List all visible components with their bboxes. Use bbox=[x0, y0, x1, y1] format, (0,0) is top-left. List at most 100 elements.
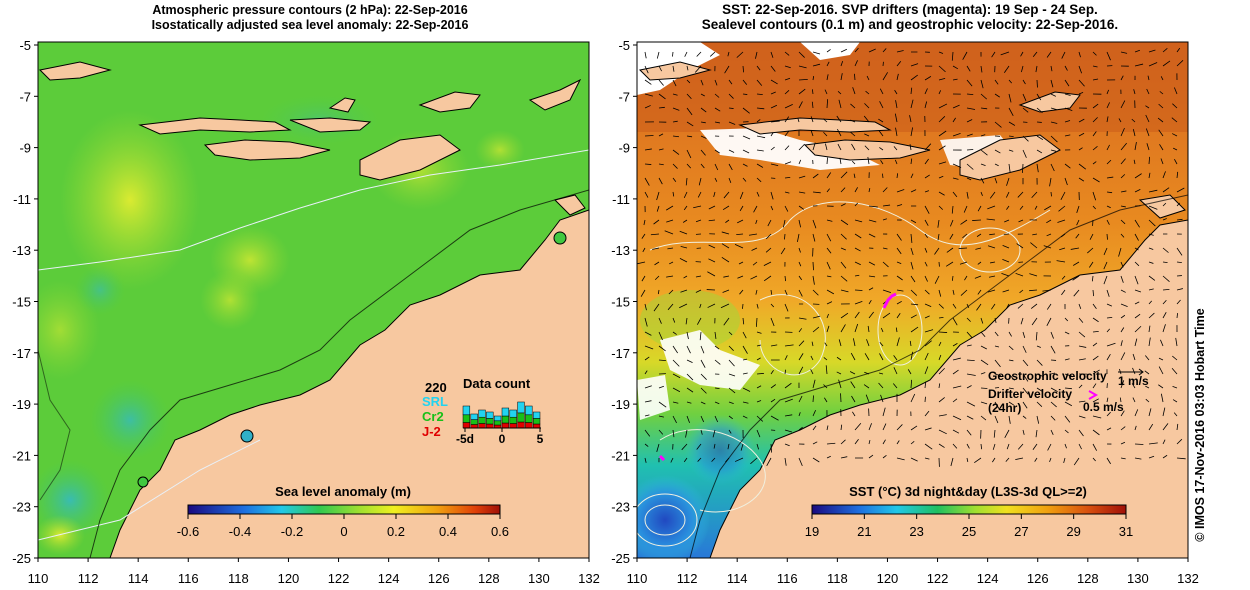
velocity-arrow bbox=[1175, 337, 1178, 347]
velocity-arrow bbox=[952, 104, 960, 109]
velocity-arrow bbox=[1162, 324, 1166, 333]
velocity-arrow bbox=[1146, 88, 1150, 95]
left-y-tick-label: -5 bbox=[19, 38, 31, 53]
velocity-arrow bbox=[1148, 247, 1154, 250]
velocity-arrow bbox=[938, 205, 944, 210]
velocity-arrow bbox=[721, 231, 730, 235]
velocity-arrow bbox=[1176, 299, 1181, 305]
velocity-arrow bbox=[867, 156, 870, 165]
velocity-arrow bbox=[1148, 261, 1154, 264]
velocity-arrow bbox=[840, 456, 848, 459]
velocity-arrow bbox=[1078, 384, 1083, 389]
velocity-arrow bbox=[1078, 51, 1081, 58]
velocity-arrow bbox=[1078, 345, 1087, 348]
velocity-arrow bbox=[840, 73, 843, 81]
velocity-arrow bbox=[854, 422, 862, 431]
velocity-arrow bbox=[812, 326, 820, 333]
right-x-tick-label: 124 bbox=[977, 571, 999, 586]
velocity-arrow bbox=[896, 457, 905, 461]
velocity-arrow bbox=[798, 426, 803, 431]
velocity-arrow bbox=[770, 163, 779, 167]
velocity-arrow bbox=[909, 115, 912, 123]
velocity-arrow bbox=[924, 76, 932, 81]
velocity-arrow bbox=[798, 317, 807, 320]
velocity-arrow bbox=[850, 103, 856, 109]
velocity-arrow bbox=[839, 157, 842, 165]
velocity-arrow bbox=[714, 107, 721, 112]
velocity-arrow bbox=[994, 415, 999, 424]
velocity-arrow bbox=[728, 373, 736, 377]
velocity-arrow bbox=[1134, 275, 1139, 285]
velocity-arrow bbox=[672, 345, 678, 354]
velocity-arrow bbox=[1092, 177, 1100, 183]
velocity-arrow bbox=[977, 261, 982, 265]
velocity-arrow bbox=[784, 65, 791, 69]
velocity-arrow bbox=[1036, 93, 1042, 101]
velocity-arrow bbox=[770, 398, 776, 403]
velocity-arrow bbox=[837, 143, 842, 151]
velocity-arrow bbox=[656, 191, 660, 201]
velocity-arrow bbox=[699, 331, 702, 341]
velocity-arrow bbox=[1120, 233, 1125, 238]
velocity-arrow bbox=[1092, 369, 1100, 375]
velocity-arrow bbox=[1046, 303, 1052, 310]
velocity-arrow bbox=[840, 439, 846, 445]
velocity-arrow bbox=[910, 233, 913, 243]
velocity-arrow bbox=[1134, 261, 1140, 267]
velocity-arrow bbox=[1017, 191, 1024, 198]
velocity-arrow bbox=[1061, 289, 1066, 296]
velocity-arrow bbox=[672, 373, 681, 379]
data-count-series-label: SRL bbox=[422, 394, 448, 409]
velocity-arrow bbox=[672, 120, 678, 123]
velocity-arrow bbox=[1106, 328, 1110, 333]
velocity-arrow bbox=[1132, 353, 1136, 361]
velocity-arrow bbox=[1036, 373, 1043, 377]
velocity-arrow bbox=[952, 443, 958, 449]
velocity-arrow bbox=[994, 93, 1000, 98]
velocity-arrow bbox=[1176, 438, 1183, 445]
velocity-arrow bbox=[924, 329, 934, 333]
velocity-arrow bbox=[826, 188, 830, 193]
velocity-arrow bbox=[770, 289, 773, 295]
velocity-arrow bbox=[994, 163, 999, 167]
velocity-arrow bbox=[670, 457, 674, 463]
sst-colorbar-tick: 31 bbox=[1119, 524, 1133, 539]
velocity-arrow bbox=[1148, 337, 1151, 347]
data-count-bar bbox=[478, 409, 486, 418]
velocity-arrow bbox=[654, 275, 660, 281]
velocity-arrow bbox=[1008, 415, 1011, 424]
velocity-arrow bbox=[924, 88, 928, 95]
velocity-arrow bbox=[854, 261, 861, 266]
velocity-arrow bbox=[1176, 313, 1178, 319]
velocity-arrow bbox=[1119, 397, 1122, 403]
velocity-arrow bbox=[683, 275, 688, 279]
velocity-arrow bbox=[811, 341, 814, 347]
velocity-arrow bbox=[1134, 63, 1144, 67]
velocity-arrow bbox=[1008, 79, 1013, 84]
velocity-arrow bbox=[1064, 163, 1071, 169]
velocity-arrow bbox=[1106, 102, 1110, 109]
velocity-arrow bbox=[938, 145, 946, 151]
velocity-arrow bbox=[826, 233, 832, 242]
velocity-arrow bbox=[896, 440, 900, 445]
velocity-arrow bbox=[1030, 303, 1038, 309]
data-count-bar bbox=[517, 401, 525, 414]
velocity-arrow bbox=[960, 289, 968, 296]
velocity-arrow bbox=[994, 317, 997, 323]
velocity-arrow bbox=[1047, 443, 1052, 451]
velocity-arrow bbox=[770, 79, 778, 85]
data-count-bar bbox=[470, 424, 478, 429]
velocity-arrow bbox=[1078, 163, 1087, 170]
velocity-arrow bbox=[826, 172, 832, 179]
velocity-arrow bbox=[924, 303, 932, 308]
velocity-arrow bbox=[951, 275, 954, 281]
velocity-arrow bbox=[1106, 427, 1112, 431]
velocity-arrow bbox=[643, 219, 646, 226]
velocity-arrow bbox=[783, 219, 786, 228]
velocity-arrow bbox=[894, 89, 898, 95]
velocity-arrow bbox=[700, 373, 707, 380]
velocity-arrow bbox=[1162, 289, 1170, 291]
velocity-arrow bbox=[946, 247, 954, 253]
velocity-arrow bbox=[1172, 386, 1178, 389]
right-y-axis: -5 -7 -9 -11 -13 -15 -17 -19 -21 -23 -25 bbox=[611, 38, 637, 566]
